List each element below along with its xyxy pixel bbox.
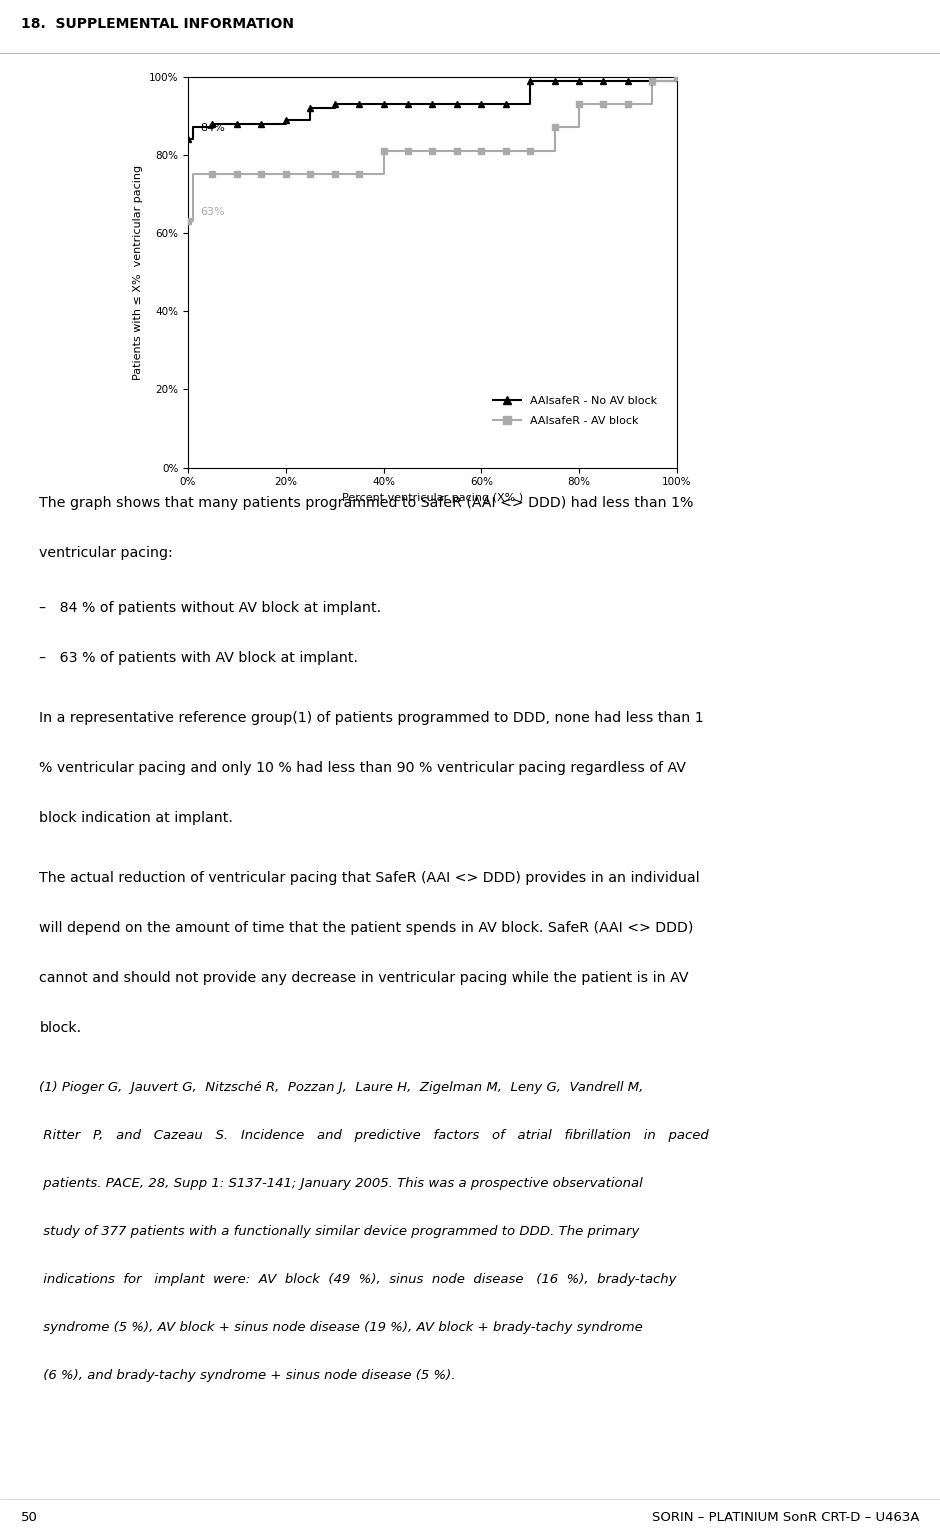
- Text: % ventricular pacing and only 10 % had less than 90 % ventricular pacing regardl: % ventricular pacing and only 10 % had l…: [39, 760, 686, 776]
- Text: Ritter   P,   and   Cazeau   S.   Incidence   and   predictive   factors   of   : Ritter P, and Cazeau S. Incidence and pr…: [39, 1130, 713, 1142]
- Text: 50: 50: [21, 1512, 38, 1524]
- Text: The actual reduction of ventricular pacing that SafeR (AAI <> DDD) provides in a: The actual reduction of ventricular paci…: [39, 871, 700, 885]
- Text: In a representative reference group(1) of patients programmed to DDD, none had l: In a representative reference group(1) o…: [39, 711, 704, 725]
- Text: –   84 % of patients without AV block at implant.: – 84 % of patients without AV block at i…: [39, 601, 382, 615]
- Text: block indication at implant.: block indication at implant.: [39, 811, 233, 825]
- Text: 63%: 63%: [200, 207, 225, 216]
- Text: cannot and should not provide any decrease in ventricular pacing while the patie: cannot and should not provide any decrea…: [39, 970, 689, 986]
- Text: study of 377 patients with a functionally similar device programmed to DDD. The : study of 377 patients with a functionall…: [39, 1225, 640, 1239]
- Text: (6 %), and brady-tachy syndrome + sinus node disease (5 %).: (6 %), and brady-tachy syndrome + sinus …: [39, 1369, 456, 1383]
- Legend: AAIsafeR - No AV block, AAIsafeR - AV block: AAIsafeR - No AV block, AAIsafeR - AV bl…: [489, 392, 662, 431]
- Text: SORIN – PLATINIUM SonR CRT-D – U463A: SORIN – PLATINIUM SonR CRT-D – U463A: [651, 1512, 919, 1524]
- Y-axis label: Patients with ≤ X%  ventricular pacing: Patients with ≤ X% ventricular pacing: [133, 164, 143, 380]
- Text: 18.  SUPPLEMENTAL INFORMATION: 18. SUPPLEMENTAL INFORMATION: [21, 17, 293, 31]
- Text: indications  for   implant  were:  AV  block  (49  %),  sinus  node  disease   (: indications for implant were: AV block (…: [39, 1274, 677, 1286]
- Text: block.: block.: [39, 1021, 82, 1035]
- Text: will depend on the amount of time that the patient spends in AV block. SafeR (AA: will depend on the amount of time that t…: [39, 921, 694, 935]
- X-axis label: Percent ventricular pacing (X% ): Percent ventricular pacing (X% ): [342, 492, 523, 503]
- Text: (1) Pioger G,  Jauvert G,  Nitzsché R,  Pozzan J,  Laure H,  Zigelman M,  Leny G: (1) Pioger G, Jauvert G, Nitzsché R, Poz…: [39, 1081, 644, 1095]
- Text: ventricular pacing:: ventricular pacing:: [39, 546, 173, 560]
- Text: syndrome (5 %), AV block + sinus node disease (19 %), AV block + brady-tachy syn: syndrome (5 %), AV block + sinus node di…: [39, 1321, 643, 1334]
- Text: patients. PACE, 28, Supp 1: S137-141; January 2005. This was a prospective obser: patients. PACE, 28, Supp 1: S137-141; Ja…: [39, 1177, 643, 1190]
- Text: The graph shows that many patients programmed to SafeR (AAI <> DDD) had less tha: The graph shows that many patients progr…: [39, 495, 694, 510]
- Text: –   63 % of patients with AV block at implant.: – 63 % of patients with AV block at impl…: [39, 652, 358, 665]
- Text: 84%: 84%: [200, 123, 225, 133]
